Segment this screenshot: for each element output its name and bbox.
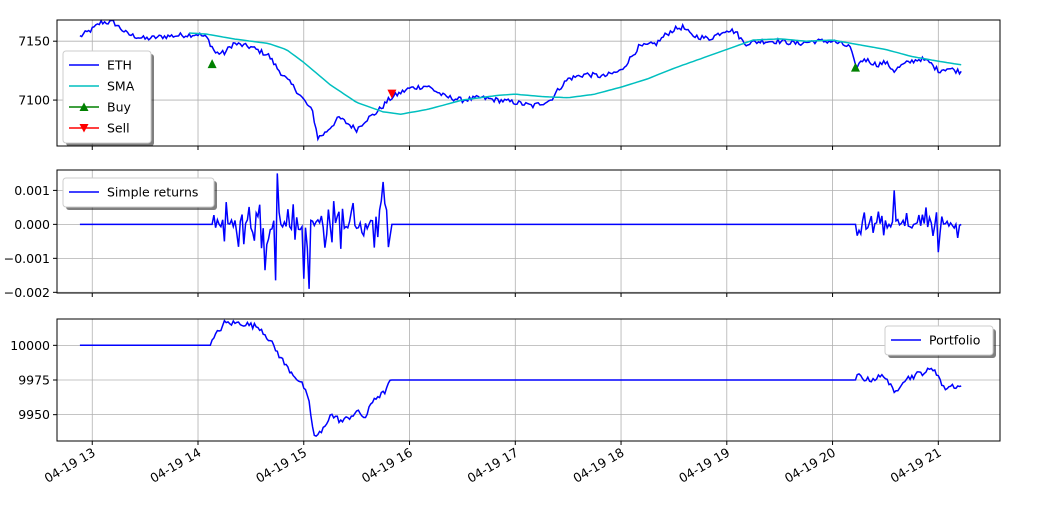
x-tick-label: 04-19 20 (782, 445, 838, 486)
y-tick-label: 10000 (10, 338, 50, 353)
legend-label: ETH (107, 58, 132, 73)
legend (62, 177, 215, 208)
x-tick-label: 04-19 18 (570, 445, 626, 486)
x-tick-label: 04-19 15 (253, 445, 309, 486)
legend-entry: Portfolio (891, 333, 980, 348)
series-simple-returns (79, 173, 962, 289)
buy-marker (850, 62, 860, 72)
series-portfolio (79, 319, 962, 437)
axes-frame (56, 318, 1001, 442)
legend-entry: Sell (69, 121, 130, 136)
legend-label: Simple returns (107, 185, 198, 200)
y-tick-label: −0.001 (4, 251, 50, 266)
legend-entry: Buy (69, 100, 131, 115)
legend-label: Buy (107, 100, 131, 115)
legend-label: Sell (107, 121, 130, 136)
portfolio-panel: 9950 9975 10000 04-19 13 04-19 14 04-19 15 04-… (10, 318, 1001, 486)
x-tick-label: 04-19 17 (465, 445, 521, 486)
x-tick-label: 04-19 21 (888, 445, 944, 486)
axes-frame (56, 19, 1001, 147)
y-tick-label: 7150 (18, 34, 50, 49)
legend-entry: SMA (69, 79, 135, 94)
y-tick-label: 0.000 (14, 217, 50, 232)
legend-entry: Simple returns (69, 185, 198, 200)
legend-marker (79, 102, 89, 111)
legend (62, 50, 152, 144)
axes-frame (56, 169, 1001, 294)
x-tick-label: 04-19 16 (359, 445, 415, 486)
series-sma (189, 32, 962, 115)
y-tick-label: 0.001 (14, 183, 50, 198)
legend-marker (79, 124, 89, 133)
x-tick-label: 04-19 14 (147, 445, 203, 486)
y-tick-label: −0.002 (4, 285, 50, 300)
legend-entry: ETH (69, 58, 132, 73)
returns-panel: −0.002 −0.001 0.000 0.001 Simple returns (4, 169, 1001, 300)
x-tick-label: 04-19 19 (676, 445, 732, 486)
legend-label: Portfolio (929, 333, 980, 348)
series-eth (79, 19, 962, 142)
legend (884, 325, 994, 356)
y-tick-label: 9975 (18, 373, 50, 388)
price-panel: 7100 7150 ETH SMA Buy Sell (18, 19, 1001, 150)
sell-marker (387, 89, 397, 99)
y-tick-label: 9950 (18, 407, 50, 422)
x-tick-label: 04-19 13 (42, 445, 98, 486)
legend-label: SMA (107, 79, 135, 94)
buy-marker (207, 59, 217, 69)
y-tick-label: 7100 (18, 93, 50, 108)
